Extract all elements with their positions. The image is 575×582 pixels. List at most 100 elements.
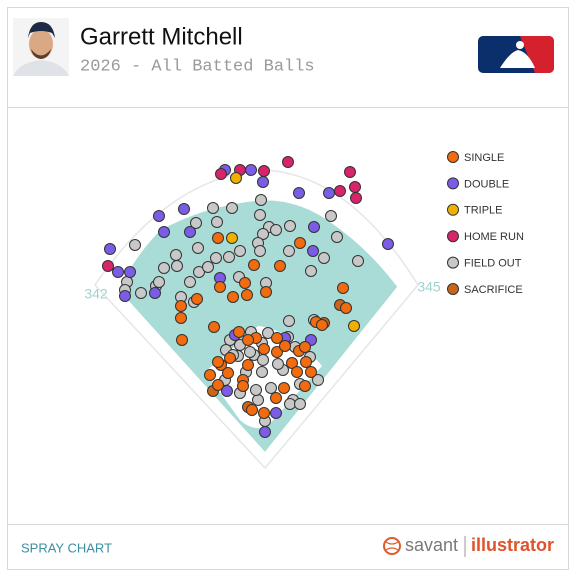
batted-ball <box>272 358 284 370</box>
batted-ball <box>170 249 182 261</box>
batted-ball <box>340 302 352 314</box>
batted-ball <box>223 251 235 263</box>
batted-ball <box>250 384 262 396</box>
batted-ball <box>242 334 254 346</box>
batted-ball <box>214 281 226 293</box>
batted-ball <box>300 356 312 368</box>
batted-ball <box>241 289 253 301</box>
batted-ball <box>293 187 305 199</box>
batted-ball <box>158 226 170 238</box>
batted-ball <box>207 202 219 214</box>
batted-ball <box>325 210 337 222</box>
batted-ball <box>153 276 165 288</box>
batted-ball <box>175 300 187 312</box>
batted-ball <box>316 319 328 331</box>
legend-label: HOME RUN <box>464 231 524 243</box>
batted-ball <box>193 266 205 278</box>
batted-ball <box>282 156 294 168</box>
batted-ball <box>175 312 187 324</box>
batted-ball <box>221 385 233 397</box>
batted-ball <box>284 220 296 232</box>
batted-ball <box>226 232 238 244</box>
batted-ball <box>256 366 268 378</box>
batted-ball <box>258 407 270 419</box>
batted-ball <box>352 255 364 267</box>
batted-ball <box>382 238 394 250</box>
batted-ball <box>227 291 239 303</box>
legend-label: SINGLE <box>464 152 504 164</box>
batted-ball <box>337 282 349 294</box>
batted-ball <box>291 366 303 378</box>
batted-ball <box>226 202 238 214</box>
batted-ball <box>202 261 214 273</box>
batted-ball <box>215 168 227 180</box>
batted-ball <box>124 266 136 278</box>
batted-ball <box>299 341 311 353</box>
batted-ball <box>224 352 236 364</box>
batted-ball <box>210 252 222 264</box>
batted-ball <box>270 407 282 419</box>
legend: SINGLE DOUBLE TRIPLE HOME RUN FIELD OUT SACRI… <box>447 151 524 296</box>
batted-ball <box>286 357 298 369</box>
batted-ball <box>350 192 362 204</box>
legend-label: FIELD OUT <box>464 258 522 270</box>
batted-ball <box>294 237 306 249</box>
batted-ball <box>208 321 220 333</box>
batted-ball <box>283 245 295 257</box>
batted-ball <box>305 366 317 378</box>
batted-ball <box>244 346 256 358</box>
batted-ball <box>242 359 254 371</box>
batted-ball <box>245 164 257 176</box>
batted-ball <box>323 187 335 199</box>
subtitle: 2026 - All Batted Balls <box>80 57 315 76</box>
legend-marker <box>447 177 459 190</box>
batted-ball <box>260 286 272 298</box>
mlb-logo <box>478 36 554 73</box>
left-field-distance: 342 <box>84 286 108 302</box>
batted-ball <box>119 290 131 302</box>
batted-ball <box>191 293 203 305</box>
batted-ball <box>257 354 269 366</box>
legend-marker <box>447 283 459 295</box>
batted-ball <box>331 231 343 243</box>
batted-ball <box>254 209 266 221</box>
batted-ball <box>204 369 216 381</box>
batted-ball <box>308 221 320 233</box>
batted-ball <box>192 242 204 254</box>
batted-ball <box>237 380 249 392</box>
batted-ball <box>258 343 270 355</box>
batted-ball <box>153 210 165 222</box>
batted-ball <box>230 172 242 184</box>
batted-ball <box>254 245 266 257</box>
batted-ball <box>184 226 196 238</box>
batted-ball <box>271 346 283 358</box>
batted-ball <box>262 327 274 339</box>
batted-ball <box>222 367 234 379</box>
batted-ball <box>212 232 224 244</box>
batted-ball <box>349 181 361 193</box>
batted-ball <box>239 277 251 289</box>
batted-ball <box>270 392 282 404</box>
batted-ball <box>178 203 190 215</box>
batted-ball <box>274 260 286 272</box>
batted-ball <box>270 224 282 236</box>
batted-ball <box>307 245 319 257</box>
batted-ball <box>212 356 224 368</box>
batted-ball <box>190 217 202 229</box>
batted-ball <box>255 194 267 206</box>
batted-ball <box>149 287 161 299</box>
player-photo <box>13 18 69 76</box>
batted-ball <box>348 320 360 332</box>
batted-ball <box>176 334 188 346</box>
batted-ball <box>129 239 141 251</box>
batted-ball <box>294 398 306 410</box>
batted-ball <box>135 287 147 299</box>
batted-ball <box>252 394 264 406</box>
batted-ball <box>257 176 269 188</box>
batted-ball <box>158 262 170 274</box>
legend-label: TRIPLE <box>464 205 503 217</box>
batted-ball <box>211 216 223 228</box>
legend-marker <box>447 256 459 269</box>
